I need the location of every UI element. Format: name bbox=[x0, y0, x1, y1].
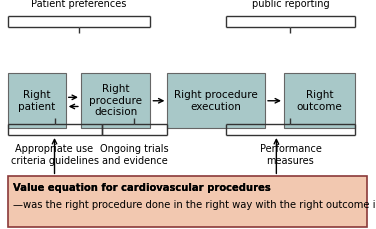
FancyBboxPatch shape bbox=[284, 73, 355, 128]
Text: Right
outcome: Right outcome bbox=[297, 90, 343, 112]
FancyBboxPatch shape bbox=[81, 73, 150, 128]
Text: Right
procedure
decision: Right procedure decision bbox=[89, 84, 142, 117]
Text: Right procedure
execution: Right procedure execution bbox=[174, 90, 258, 112]
Text: Appropriate use
criteria guidelines: Appropriate use criteria guidelines bbox=[11, 144, 99, 166]
Text: Quality metrics
public reporting: Quality metrics public reporting bbox=[252, 0, 329, 9]
Text: Value equation for cardiovascular procedures: Value equation for cardiovascular proced… bbox=[13, 183, 271, 193]
FancyBboxPatch shape bbox=[8, 73, 66, 128]
FancyBboxPatch shape bbox=[8, 176, 367, 227]
Text: Ongoing trials
and evidence: Ongoing trials and evidence bbox=[100, 144, 169, 166]
Text: —was the right procedure done in the right way with the right outcome in a timel: —was the right procedure done in the rig… bbox=[13, 200, 376, 210]
FancyBboxPatch shape bbox=[167, 73, 265, 128]
Text: Performance
measures: Performance measures bbox=[259, 144, 321, 166]
Text: Right
patient: Right patient bbox=[18, 90, 55, 112]
Text: Patient preferences: Patient preferences bbox=[31, 0, 127, 9]
Text: Value equation for cardiovascular procedures: Value equation for cardiovascular proced… bbox=[13, 183, 271, 193]
